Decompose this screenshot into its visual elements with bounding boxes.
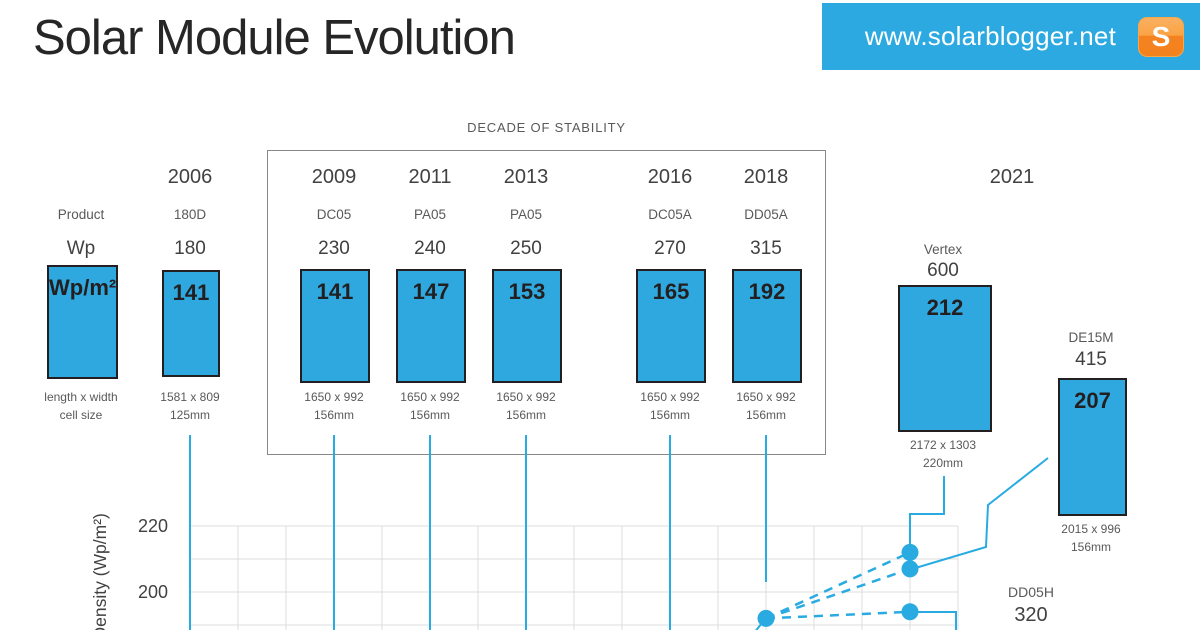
annotation-dd05h: DD05H 320 [971, 584, 1091, 627]
module-dims: 2172 x 1303 [909, 438, 977, 452]
module-density: 141 [172, 280, 210, 305]
y-axis-title: Power Density (Wp/m²) [90, 513, 110, 630]
module-name: DD05A [744, 207, 788, 222]
legend-density-label: Wp/m² [49, 275, 117, 300]
module-density: 153 [508, 279, 546, 304]
annotation-wp: 320 [1014, 604, 1048, 626]
legend-product-label: Product [57, 207, 105, 222]
module-wp: 250 [510, 238, 542, 259]
module-wp: 415 [1075, 349, 1107, 370]
module-density: 141 [316, 279, 354, 304]
legend-dims-label: length x width [44, 390, 118, 404]
y-tick-220: 220 [137, 516, 168, 536]
y-tick-200: 200 [137, 582, 168, 602]
data-point-dot [901, 603, 919, 621]
module-density: 192 [748, 279, 786, 304]
module-dims: 2015 x 996 [1061, 522, 1121, 536]
module-density: 165 [652, 279, 690, 304]
decade-of-stability-label: DECADE OF STABILITY [467, 120, 626, 135]
module-wp: 240 [414, 238, 446, 259]
module-name: PA05 [509, 207, 543, 222]
module-wp: 230 [318, 238, 350, 259]
legend-cell-label: cell size [59, 408, 103, 422]
year-label-2021: 2021 [989, 166, 1035, 188]
module-cell-size: 156mm [409, 408, 450, 422]
module-wp: 600 [927, 260, 959, 281]
module-dims: 1650 x 992 [400, 390, 460, 404]
module-year: 2006 [167, 166, 213, 188]
module-year: 2009 [311, 166, 357, 188]
module-year: 2011 [408, 166, 452, 188]
site-banner: www.solarblogger.net S [822, 3, 1200, 70]
data-point-dot [757, 609, 775, 627]
module-name: PA05 [413, 207, 447, 222]
module-box: 147 [396, 269, 466, 383]
module-column-de15m: DE15M 415 207 2015 x 996 156mm [1031, 150, 1151, 554]
module-wp: 315 [750, 238, 782, 259]
dashed-projection-line [765, 551, 911, 620]
module-name: Vertex [923, 242, 963, 257]
module-column-vertex: Vertex 600 212 2172 x 1303 220mm [883, 150, 1003, 495]
dashed-projection-line [765, 610, 911, 620]
module-column-2016: 2016 DC05A 270 165 1650 x 992 156mm [610, 150, 730, 495]
legend-column: Product Wp Wp/m² length x width cell siz… [21, 150, 141, 495]
module-year: 2018 [743, 166, 789, 188]
module-cell-size: 125mm [169, 408, 210, 422]
module-cell-size: 220mm [922, 456, 963, 470]
module-cell-size: 156mm [313, 408, 354, 422]
module-column-2018: 2018 DD05A 315 192 1650 x 992 156mm [706, 150, 826, 495]
module-cell-size: 156mm [1070, 540, 1111, 554]
module-dims: 1581 x 809 [160, 390, 220, 404]
module-column-2011: 2011 PA05 240 147 1650 x 992 156mm [370, 150, 490, 495]
legend-module-box: Wp/m² [47, 265, 118, 379]
dd05h-elbow-connector [918, 611, 957, 630]
module-dims: 1650 x 992 [304, 390, 364, 404]
page-title: Solar Module Evolution [33, 11, 516, 65]
module-wp: 270 [654, 238, 686, 259]
module-box: 192 [732, 269, 802, 383]
module-density: 212 [926, 295, 964, 320]
dashed-projection-line [765, 567, 911, 620]
data-point-dot [901, 560, 919, 578]
module-density: 207 [1074, 388, 1111, 413]
module-box: 165 [636, 269, 706, 383]
logo-letter: S [1151, 20, 1171, 52]
module-box: 141 [300, 269, 370, 383]
module-dims: 1650 x 992 [640, 390, 700, 404]
module-cell-size: 156mm [505, 408, 546, 422]
module-box: 212 [898, 285, 992, 432]
module-box: 141 [162, 270, 220, 377]
module-name: DE15M [1068, 330, 1114, 345]
solarblogger-logo-icon: S [1138, 16, 1184, 57]
decade-of-stability-box [267, 150, 826, 455]
series-line-segment [755, 617, 767, 630]
module-box: 207 [1058, 378, 1127, 516]
module-column-2013: 2013 PA05 250 153 1650 x 992 156mm [466, 150, 586, 495]
module-cell-size: 156mm [649, 408, 690, 422]
module-name: 180D [173, 207, 207, 222]
module-name: DC05 [316, 207, 352, 222]
site-url[interactable]: www.solarblogger.net [864, 21, 1116, 51]
module-column-2009: 2009 DC05 230 141 1650 x 992 156mm [274, 150, 394, 495]
module-year: 2013 [503, 166, 549, 188]
module-box: 153 [492, 269, 562, 383]
module-dims: 1650 x 992 [736, 390, 796, 404]
module-column-2006: 2006 180D 180 141 1581 x 809 125mm [130, 150, 250, 495]
module-cell-size: 156mm [745, 408, 786, 422]
legend-wp-label: Wp [66, 238, 96, 259]
module-dims: 1650 x 992 [496, 390, 556, 404]
data-point-dot [901, 543, 919, 561]
module-wp: 180 [174, 238, 206, 259]
module-name: DC05A [648, 207, 692, 222]
module-density: 147 [412, 279, 450, 304]
annotation-name: DD05H [1008, 584, 1054, 600]
module-year: 2016 [647, 166, 693, 188]
